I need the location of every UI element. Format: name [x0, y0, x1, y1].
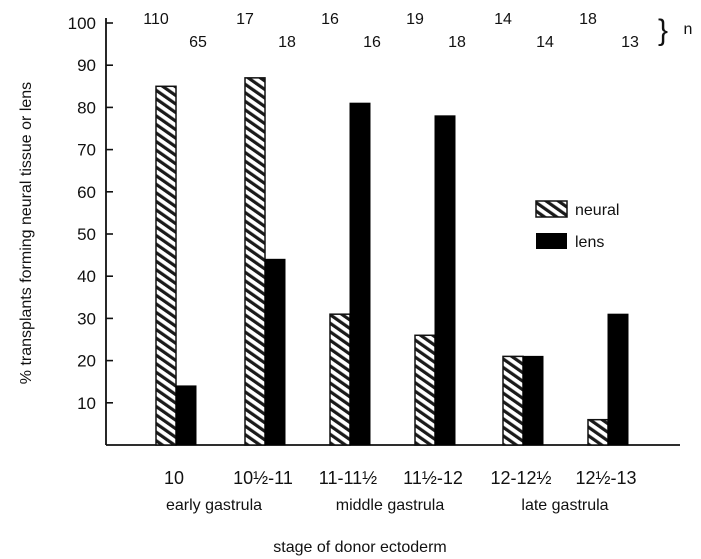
n-label-neural: 18 [579, 11, 597, 28]
x-tick-label: 10 [164, 468, 184, 488]
bar-neural [502, 355, 524, 446]
x-tick-label: 12-12½ [490, 468, 551, 488]
x-tick-label: 11½-12 [403, 468, 463, 488]
y-tick-label: 20 [77, 352, 96, 371]
bar-lens [349, 102, 371, 446]
y-tick-label: 70 [77, 141, 96, 160]
legend-swatch-lens [536, 233, 567, 249]
bar-lens [522, 355, 544, 446]
n-label-neural: 14 [494, 11, 512, 28]
bar-neural [244, 77, 266, 446]
x-tick-label: 11-11½ [319, 468, 377, 488]
y-tick-label: 90 [77, 56, 96, 75]
legend-swatch-neural [535, 200, 568, 218]
y-tick-label: 100 [68, 14, 96, 33]
y-tick-label: 60 [77, 183, 96, 202]
n-label-neural: 19 [406, 11, 424, 28]
legend-label-neural: neural [575, 202, 619, 219]
stage-group-label: middle gastrula [336, 497, 445, 514]
n-label-lens: 13 [621, 34, 639, 51]
bar-lens [607, 313, 629, 446]
y-tick-label: 30 [77, 309, 96, 328]
n-label-neural: 17 [236, 11, 254, 28]
legend-label-lens: lens [575, 234, 604, 251]
y-tick-label: 10 [77, 394, 96, 413]
y-tick-label: 50 [77, 225, 96, 244]
n-label-lens: 65 [189, 34, 207, 51]
y-tick-label: 40 [77, 267, 96, 286]
n-label: n [684, 21, 693, 38]
bar-neural [587, 418, 609, 446]
bar-lens [264, 258, 286, 446]
n-label-lens: 18 [278, 34, 296, 51]
stage-group-label: late gastrula [521, 497, 608, 514]
y-tick-label: 80 [77, 98, 96, 117]
bar-neural [329, 313, 351, 446]
n-label-lens: 16 [363, 34, 381, 51]
bar-neural [155, 85, 177, 446]
x-axis-label: stage of donor ectoderm [273, 539, 446, 556]
x-tick-label: 10½-11 [233, 468, 293, 488]
y-axis-label: % transplants forming neural tissue or l… [18, 82, 35, 384]
x-tick-label: 12½-13 [575, 468, 636, 488]
n-label-neural: 16 [321, 11, 339, 28]
stage-group-label: early gastrula [166, 497, 262, 514]
n-label-lens: 14 [536, 34, 554, 51]
n-label-neural: 110 [143, 11, 169, 28]
n-label-lens: 18 [448, 34, 466, 51]
bar-neural [414, 334, 436, 446]
bar-lens [175, 385, 197, 446]
n-brace: } [658, 14, 668, 47]
bar-lens [434, 115, 456, 446]
